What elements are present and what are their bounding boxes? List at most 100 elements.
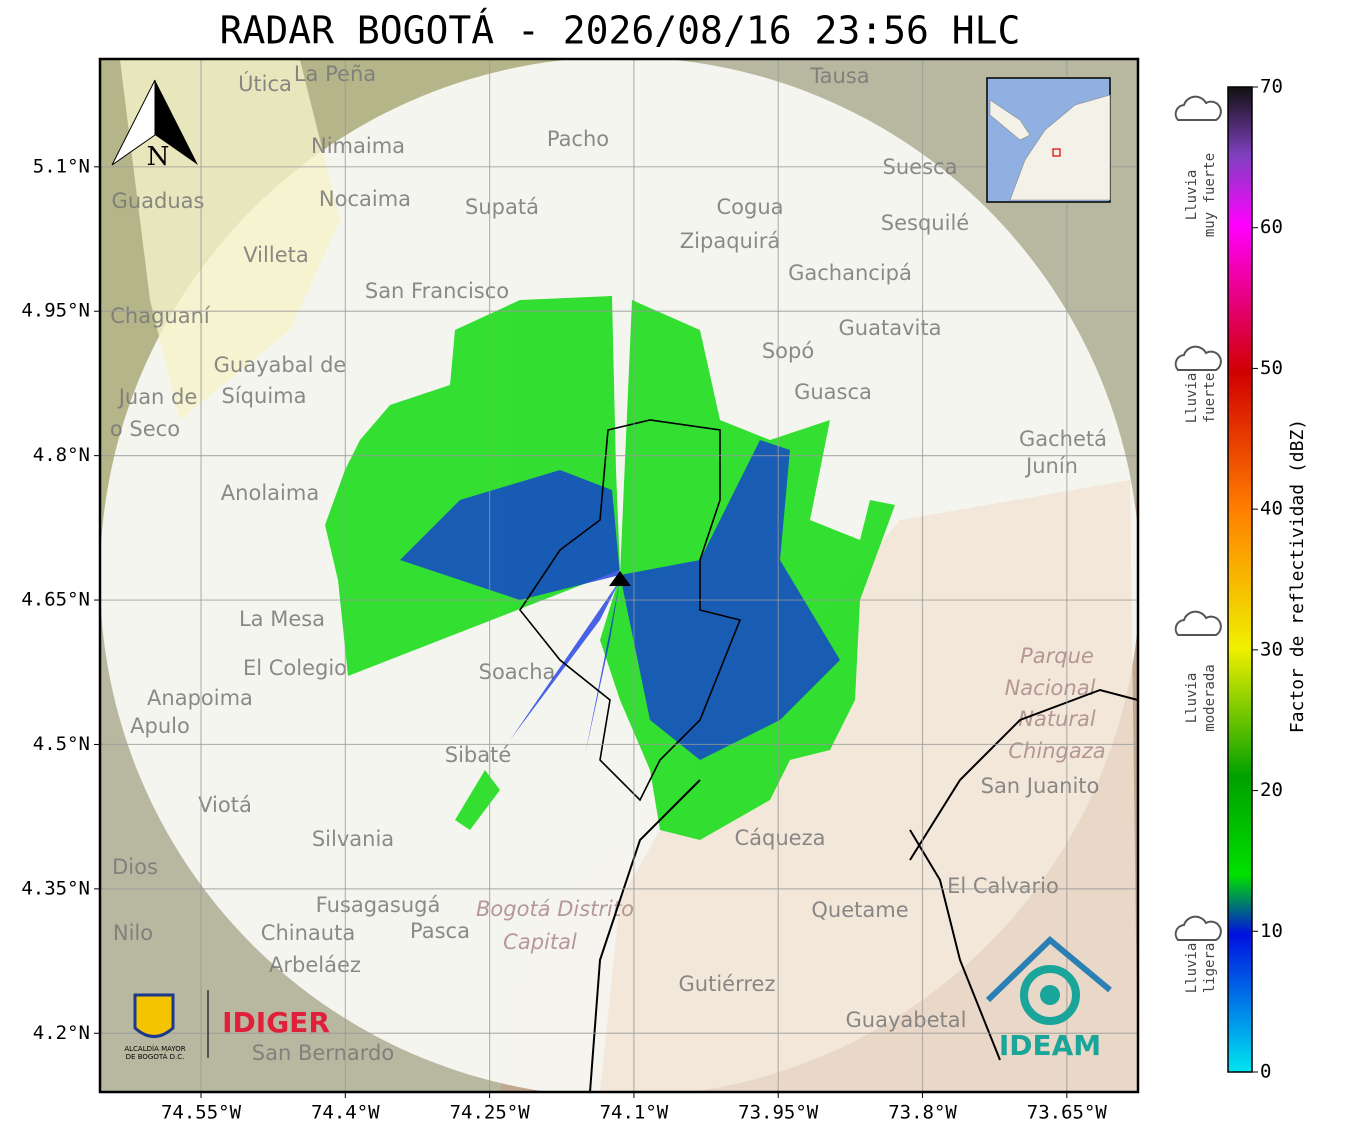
weather-icon bbox=[1174, 610, 1222, 636]
place-label: Pasca bbox=[410, 919, 470, 943]
y-tick-label: 4.8°N bbox=[33, 444, 90, 466]
area-label: Bogotá Distrito bbox=[476, 897, 634, 921]
weather-icon bbox=[1174, 915, 1222, 941]
category-label: Lluvia bbox=[1184, 170, 1200, 221]
logo-text: DE BOGOTÁ D.C. bbox=[126, 1052, 185, 1061]
place-label: o Seco bbox=[110, 417, 180, 441]
colorbar-tick-label: 60 bbox=[1260, 216, 1283, 238]
map-frame bbox=[98, 57, 1140, 1094]
category-label: Lluvia bbox=[1184, 943, 1200, 994]
terrain bbox=[600, 480, 1138, 1092]
x-tick-label: 73.95°W bbox=[738, 1102, 819, 1124]
place-label: La Peña bbox=[294, 62, 376, 86]
place-label: San Francisco bbox=[365, 279, 509, 303]
rain-category: Lluvia muy fuerte bbox=[1174, 95, 1222, 237]
weather-icon bbox=[1174, 345, 1222, 371]
place-label: Útica bbox=[238, 71, 292, 96]
place-label: Sibaté bbox=[445, 743, 512, 767]
category-label: Lluvia bbox=[1184, 673, 1200, 724]
inset-map bbox=[986, 77, 1111, 203]
place-label: Chinauta bbox=[261, 921, 355, 945]
place-label: Viotá bbox=[198, 793, 252, 817]
place-label: La Mesa bbox=[239, 607, 325, 631]
colorbar-tick-label: 30 bbox=[1260, 638, 1283, 660]
logo-text: ALCALDÍA MAYOR bbox=[124, 1044, 185, 1053]
colorbar-tick-label: 10 bbox=[1260, 920, 1283, 942]
radar-site bbox=[609, 571, 631, 586]
x-tick-label: 74.1°W bbox=[600, 1102, 669, 1124]
colorbar-label: Factor de reflectividad (dBZ) bbox=[1287, 419, 1308, 733]
area-label: Parque bbox=[1020, 644, 1094, 668]
place-label: San Juanito bbox=[981, 774, 1100, 798]
x-tick-label: 74.25°W bbox=[450, 1102, 531, 1124]
place-label: Supatá bbox=[465, 195, 539, 219]
x-tick-label: 73.65°W bbox=[1027, 1102, 1108, 1124]
place-label: Guatavita bbox=[839, 316, 942, 340]
place-label: El Colegio bbox=[243, 656, 347, 680]
area-label: Chingaza bbox=[1008, 739, 1105, 763]
y-tick-label: 4.65°N bbox=[21, 589, 90, 611]
place-label: Chaguaní bbox=[110, 304, 211, 328]
place-label: Anolaima bbox=[221, 481, 319, 505]
place-label: Tausa bbox=[809, 64, 869, 88]
x-tick-label: 73.8°W bbox=[888, 1102, 957, 1124]
y-tick-label: 4.2°N bbox=[33, 1022, 90, 1044]
place-label: Pacho bbox=[547, 127, 609, 151]
place-label: Villeta bbox=[243, 243, 308, 267]
place-label: Sesquilé bbox=[881, 211, 969, 235]
place-label: Soacha bbox=[479, 660, 556, 684]
colorbar-tick-label: 0 bbox=[1260, 1061, 1271, 1083]
category-label: muy fuerte bbox=[1202, 153, 1218, 237]
north-label: N bbox=[147, 142, 170, 172]
logo-text: IDIGER bbox=[222, 1006, 330, 1039]
place-label: Gutiérrez bbox=[679, 972, 776, 996]
place-label: El Calvario bbox=[947, 874, 1059, 898]
y-tick-label: 4.95°N bbox=[21, 300, 90, 322]
place-label: Guayabetal bbox=[846, 1008, 967, 1032]
category-label: moderada bbox=[1202, 664, 1218, 731]
place-label: San Bernardo bbox=[252, 1041, 394, 1065]
place-label: Fusagasugá bbox=[316, 893, 441, 917]
rain-category: Lluvia moderada bbox=[1174, 610, 1222, 732]
place-label: Anapoima bbox=[147, 686, 253, 710]
place-label: Cáqueza bbox=[735, 826, 826, 850]
terrain bbox=[120, 60, 340, 420]
colorbar-tick-label: 70 bbox=[1260, 76, 1283, 98]
place-label: Juan de bbox=[117, 385, 198, 409]
north-arrow: N bbox=[111, 79, 198, 172]
place-label: Sopó bbox=[762, 339, 814, 363]
rain-category: Lluvia fuerte bbox=[1174, 345, 1222, 424]
rain-category: Lluvia ligera bbox=[1174, 915, 1222, 994]
area-label: Capital bbox=[503, 930, 577, 954]
place-label: Guasca bbox=[794, 380, 872, 404]
place-label: Apulo bbox=[130, 714, 190, 738]
area-label: Nacional bbox=[1005, 676, 1096, 700]
place-label: Dios bbox=[112, 855, 158, 879]
category-label: fuerte bbox=[1202, 373, 1218, 424]
place-label: Nilo bbox=[113, 921, 153, 945]
place-label: Zipaquirá bbox=[680, 229, 780, 253]
map-area: Útica La Peña TausaPachoNimaimaSuescaGuadu… bbox=[100, 59, 1138, 1092]
logo-ideam: IDEAM bbox=[985, 935, 1112, 1062]
place-label: Guaduas bbox=[112, 189, 205, 213]
colorbar-tick-label: 50 bbox=[1260, 357, 1283, 379]
title: RADAR BOGOTÁ - 2026/08/16 23:56 HLC bbox=[220, 9, 1021, 53]
category-label: Lluvia bbox=[1184, 373, 1200, 424]
category-label: ligera bbox=[1202, 943, 1218, 994]
colorbar bbox=[1227, 86, 1253, 1073]
place-label: Nimaima bbox=[311, 134, 405, 158]
colorbar-tick-label: 20 bbox=[1260, 779, 1283, 801]
y-tick-label: 4.35°N bbox=[21, 877, 90, 899]
x-tick-label: 74.4°W bbox=[311, 1102, 380, 1124]
logo-alcaldia: ALCALDÍA MAYOR DE BOGOTÁ D.C. IDIGER bbox=[124, 990, 330, 1061]
place-label: Silvania bbox=[312, 827, 394, 851]
area-label: Natural bbox=[1018, 707, 1096, 731]
place-label: Quetame bbox=[811, 898, 908, 922]
y-tick-label: 5.1°N bbox=[33, 155, 90, 177]
y-tick-label: 4.5°N bbox=[33, 733, 90, 755]
place-label: Cogua bbox=[716, 195, 783, 219]
place-label: Gachetá bbox=[1019, 427, 1107, 451]
colorbar-tick-label: 40 bbox=[1260, 498, 1283, 520]
place-label: Junín bbox=[1024, 454, 1078, 478]
